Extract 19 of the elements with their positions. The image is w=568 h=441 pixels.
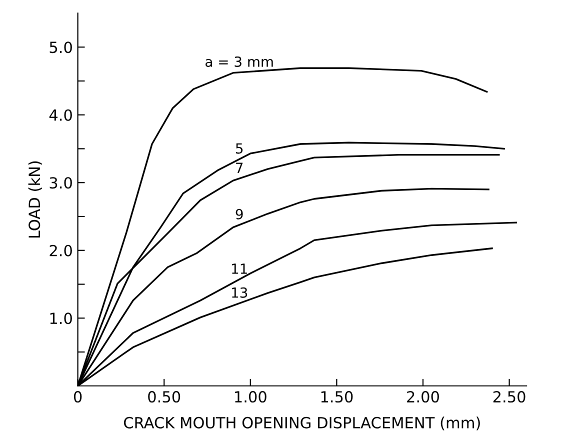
x-axis-title: CRACK MOUTH OPENING DISPLACEMENT (mm) — [124, 416, 480, 430]
x-tick-label: 2.00 — [407, 391, 439, 403]
y-tick-label: 1.0 — [50, 312, 72, 324]
y-tick-label: 4.0 — [49, 109, 72, 121]
y-tick-label: 5.0 — [50, 42, 72, 54]
x-tick-label: 2.50 — [493, 391, 526, 403]
x-tick-label: 1.50 — [321, 391, 353, 403]
series-label: 13 — [232, 287, 248, 298]
series-label: 5 — [236, 143, 243, 154]
x-tick-label: 1.00 — [235, 391, 266, 403]
series-label: 7 — [236, 162, 243, 173]
y-tick-label: 2.0 — [50, 244, 72, 256]
x-tick-label: 0 — [74, 391, 82, 403]
y-axis-title: LOAD (kN) — [28, 161, 42, 238]
series-label: 9 — [236, 208, 243, 220]
y-tick-label: 3.0 — [50, 177, 72, 189]
series-label: a = 3 mm — [206, 56, 273, 67]
x-tick-label: 0.50 — [148, 391, 180, 403]
series-label: 11 — [232, 264, 247, 274]
